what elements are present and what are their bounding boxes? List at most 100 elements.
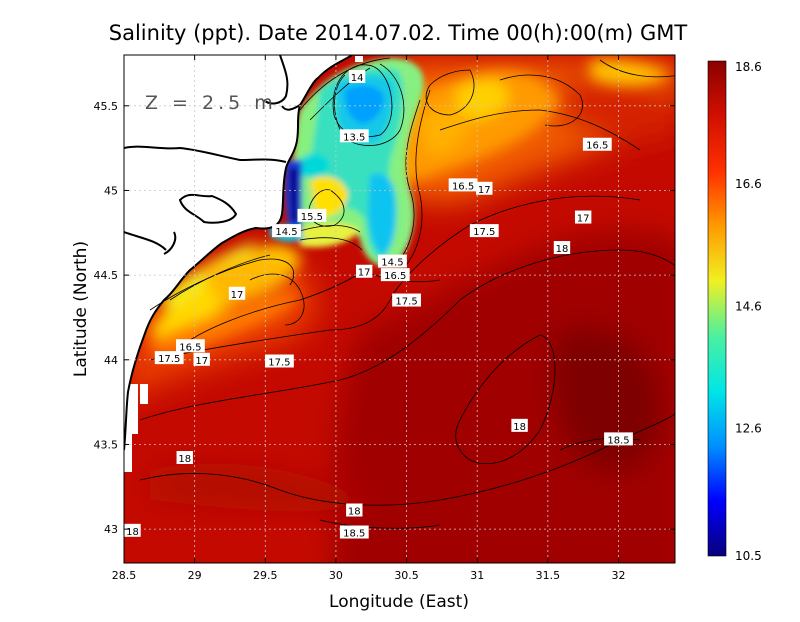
contour-label-bg xyxy=(339,525,369,539)
contour-label-text: 14.5 xyxy=(275,227,297,238)
contour-label-text: 13.5 xyxy=(343,132,365,143)
contour-label-bg xyxy=(476,181,493,195)
y-axis: 45.5 45 44.5 44 43.5 43 xyxy=(94,100,675,536)
contour-label: 18 xyxy=(124,523,141,538)
x-tick-label: 29.5 xyxy=(253,569,278,582)
contour-label-bg xyxy=(448,178,478,192)
contour-label-bg xyxy=(574,210,592,224)
land-mask xyxy=(124,55,353,451)
contour-label-bg xyxy=(124,523,141,537)
contour-label-text: 16.5 xyxy=(179,342,201,353)
y-axis-label: Latitude (North) xyxy=(71,241,91,377)
contour-label-text: 17.5 xyxy=(395,297,417,308)
contour-label-bg xyxy=(392,293,421,307)
contour-label-bg xyxy=(553,241,571,255)
x-axis-label: Longitude (East) xyxy=(329,592,469,612)
contour-label-text: 17 xyxy=(231,290,244,301)
x-axis: 28.5 29 29.5 30 30.5 31 31.5 32 xyxy=(112,55,625,582)
y-tick-label: 43 xyxy=(104,523,118,536)
land-area xyxy=(124,55,352,450)
contour-label-text: 18 xyxy=(513,422,526,433)
contour-label-text: 17 xyxy=(195,356,208,367)
contour-label: 18 xyxy=(511,418,528,433)
contour-label: 17 xyxy=(193,352,210,367)
contour-label: 16.5 xyxy=(176,339,205,353)
contour-label-bg xyxy=(272,224,301,238)
contour-label-text: 14.5 xyxy=(381,258,403,269)
y-tick-label: 45.5 xyxy=(94,100,119,113)
contour-label-bg xyxy=(193,352,210,366)
contour-label-bg xyxy=(582,137,612,151)
contour-label: 17.5 xyxy=(392,293,421,308)
contour-label-bg xyxy=(604,432,633,446)
contour-label-text: 18 xyxy=(556,244,569,255)
contour-label-text: 18 xyxy=(178,454,191,465)
contour-label: 13.5 xyxy=(339,129,369,143)
contour-label: 14.5 xyxy=(378,254,407,269)
depth-label: Z = 2.5 m xyxy=(145,92,277,114)
colorbar-ramp xyxy=(707,60,727,557)
plot-frame xyxy=(123,54,676,564)
x-tick-label: 29 xyxy=(188,569,202,582)
colorbar-tick-label: 14.6 xyxy=(735,299,762,313)
contour-label-text: 17.5 xyxy=(268,357,290,368)
contour-label: 18.5 xyxy=(604,432,633,446)
contour-label-text: 16.5 xyxy=(452,181,474,192)
colorbar-ticks: 18.6 16.6 14.6 12.6 10.5 xyxy=(735,60,762,563)
contour-label: 15.5 xyxy=(297,208,327,223)
contour-labels: 14 13.5 16.5 16.5 17 17 15.5 14.5 17.5 18 14.5 17 16… xyxy=(124,70,633,540)
contour-label: 14 xyxy=(348,70,366,84)
colorbar-tick-label: 10.5 xyxy=(735,549,762,563)
contour-label-bg xyxy=(297,208,327,222)
contour-label: 16.5 xyxy=(448,178,478,192)
contour-label-bg xyxy=(176,339,205,353)
contour-label: 17 xyxy=(355,264,373,279)
contour-label-text: 18 xyxy=(348,507,361,518)
colorbar: 18.6 16.6 14.6 12.6 10.5 xyxy=(707,60,762,563)
x-tick-label: 31.5 xyxy=(536,569,561,582)
contour-label-text: 17.5 xyxy=(158,354,180,365)
contour-label-text: 18.5 xyxy=(607,435,629,446)
contour-label: 18.5 xyxy=(339,525,369,540)
colorbar-tick-label: 16.6 xyxy=(735,177,762,191)
contour-label: 16.5 xyxy=(582,137,612,152)
contour-label: 17.5 xyxy=(154,351,184,365)
contour-label-bg xyxy=(228,286,246,300)
estuary-line xyxy=(263,55,301,111)
contour-label: 17 xyxy=(228,286,246,301)
y-tick-label: 44 xyxy=(104,354,118,367)
x-tick-label: 30 xyxy=(329,569,343,582)
contour-label-text: 17.5 xyxy=(473,227,495,238)
colorbar-tick-label: 18.6 xyxy=(735,60,762,74)
contour-label-text: 16.5 xyxy=(384,271,406,282)
contour-label-bg xyxy=(339,129,369,143)
x-tick-label: 31 xyxy=(470,569,484,582)
x-tick-label: 30.5 xyxy=(394,569,419,582)
x-tick-label: 28.5 xyxy=(112,569,137,582)
river-line xyxy=(124,145,287,255)
contour-label-text: 17 xyxy=(478,185,491,196)
contour-label-text: 18 xyxy=(126,527,139,538)
contour-label-text: 14 xyxy=(351,73,364,84)
contour-label-bg xyxy=(380,268,410,282)
contour-label: 18 xyxy=(176,451,193,465)
contour-label-bg xyxy=(511,418,528,432)
contour-label: 18 xyxy=(346,503,363,518)
colorbar-tick-label: 12.6 xyxy=(735,422,762,436)
y-tick-label: 45 xyxy=(104,184,118,197)
contour-label: 16.5 xyxy=(380,268,410,282)
y-tick-label: 44.5 xyxy=(94,269,119,282)
contour-label-text: 16.5 xyxy=(586,141,608,152)
contour-label-bg xyxy=(378,254,407,268)
y-tick-label: 43.5 xyxy=(94,438,119,451)
contour-label-text: 17 xyxy=(577,214,590,225)
contour-label-text: 17 xyxy=(358,268,371,279)
x-tick-label: 32 xyxy=(611,569,625,582)
contour-label: 17 xyxy=(574,210,592,225)
contour-label-bg xyxy=(154,351,184,365)
contour-label-bg xyxy=(346,503,363,517)
contour-label-bg xyxy=(176,451,193,465)
contour-label-bg xyxy=(265,354,294,368)
